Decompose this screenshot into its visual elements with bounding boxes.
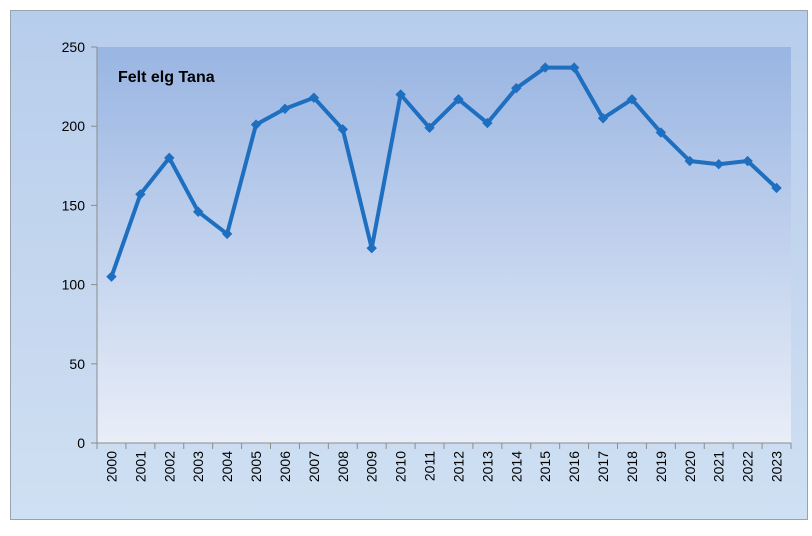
x-tick-label: 2005	[248, 451, 264, 482]
chart-title: Felt elg Tana	[118, 69, 215, 86]
data-point	[308, 92, 320, 103]
data-point	[279, 103, 291, 114]
data-point	[106, 271, 117, 282]
x-tick-label: 2008	[335, 451, 351, 482]
x-tick-label: 2021	[711, 451, 727, 482]
x-tick-label: 2017	[595, 451, 611, 482]
x-tick-label: 2019	[653, 451, 669, 482]
y-tick-label: 150	[62, 197, 86, 213]
data-point	[626, 94, 638, 105]
y-tick-label: 0	[77, 435, 85, 451]
y-tick-label: 200	[62, 118, 86, 134]
data-point	[453, 94, 464, 105]
data-point	[713, 159, 724, 170]
x-tick-label: 2013	[479, 451, 495, 482]
data-point	[597, 113, 609, 124]
x-tick-label: 2002	[161, 451, 177, 482]
x-tick-label: 2016	[566, 451, 582, 482]
x-tick-label: 2010	[393, 451, 409, 482]
data-point	[742, 155, 753, 167]
x-tick-label: 2006	[277, 451, 293, 482]
y-tick-label: 100	[62, 277, 86, 293]
x-tick-label: 2014	[508, 451, 524, 482]
plot-area	[97, 47, 791, 443]
x-tick-label: 2022	[740, 451, 756, 482]
x-tick-label: 2011	[422, 451, 438, 481]
data-point	[568, 62, 580, 73]
data-point	[655, 127, 667, 138]
data-point	[366, 242, 377, 254]
x-tick-label: 2012	[450, 451, 466, 482]
data-point	[684, 155, 695, 167]
data-point	[135, 189, 146, 200]
chart-area: 0 50 100 150 200 250 2000 2001 2002 2003 2004 2005 2…	[10, 10, 808, 520]
series-line	[109, 65, 779, 279]
data-point	[395, 89, 406, 100]
data-point	[250, 119, 262, 130]
data-point	[482, 117, 493, 129]
data-point	[424, 122, 435, 133]
data-point	[771, 182, 782, 194]
x-tick-label: 2001	[132, 451, 148, 482]
data-point	[221, 228, 233, 240]
data-point	[193, 206, 204, 217]
x-tick-label: 2018	[624, 451, 640, 482]
data-point	[511, 82, 522, 94]
data-point	[540, 62, 551, 73]
y-tick-label: 50	[69, 356, 85, 372]
line-chart: 0 50 100 150 200 250 2000 2001 2002 2003 2004 2005 2…	[62, 39, 792, 482]
data-point	[337, 124, 348, 135]
x-tick-label: 2003	[190, 451, 206, 482]
data-point	[164, 152, 175, 164]
x-tick-label: 2004	[219, 451, 235, 482]
x-tick-label: 2015	[537, 451, 553, 482]
x-tick-label: 2023	[769, 451, 785, 482]
x-tick-label: 2007	[306, 451, 322, 482]
x-tick-label: 2020	[682, 451, 698, 482]
x-tick-label: 2009	[364, 451, 380, 482]
x-tick-label: 2000	[103, 451, 119, 482]
y-tick-label: 250	[62, 39, 86, 55]
